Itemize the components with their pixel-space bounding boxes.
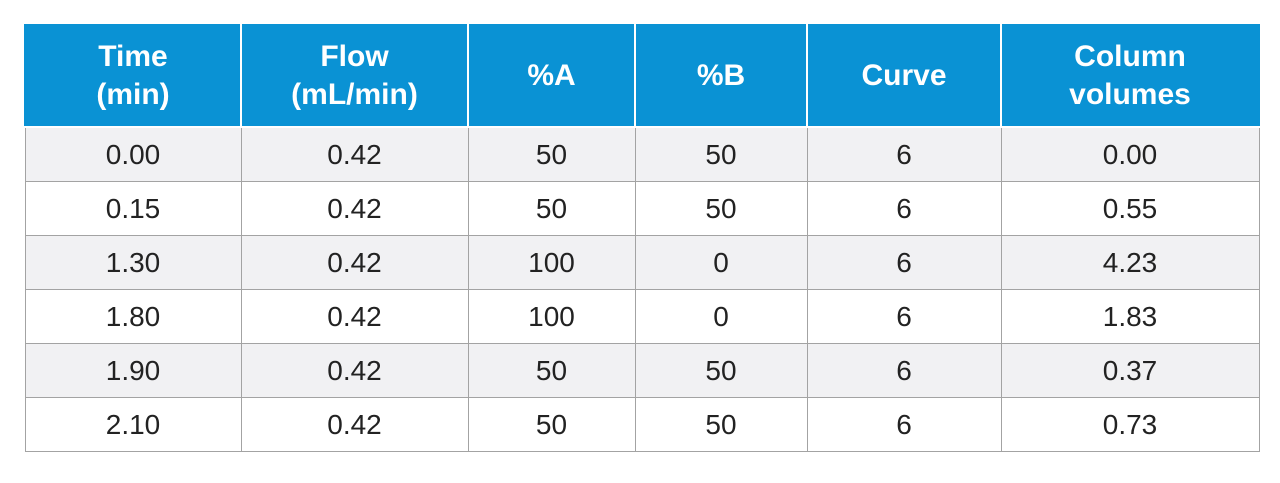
cell-column-volumes: 0.55 bbox=[1000, 181, 1260, 236]
cell-column-volumes: 4.23 bbox=[1000, 235, 1260, 290]
cell-curve: 6 bbox=[806, 289, 1002, 344]
table-row: 1.80 0.42 100 0 6 1.83 bbox=[24, 289, 1260, 344]
header-flow: Flow (mL/min) bbox=[240, 24, 469, 128]
table-header: Time (min) Flow (mL/min) %A %B Curve Col… bbox=[24, 24, 1260, 128]
cell-percent-a: 100 bbox=[467, 235, 636, 290]
cell-flow: 0.42 bbox=[240, 126, 469, 182]
cell-flow: 0.42 bbox=[240, 235, 469, 290]
table-row: 1.90 0.42 50 50 6 0.37 bbox=[24, 343, 1260, 398]
table-row: 0.15 0.42 50 50 6 0.55 bbox=[24, 181, 1260, 236]
cell-percent-b: 50 bbox=[634, 126, 808, 182]
header-curve: Curve bbox=[806, 24, 1002, 128]
cell-column-volumes: 0.73 bbox=[1000, 397, 1260, 452]
cell-time: 1.30 bbox=[24, 235, 242, 290]
cell-percent-b: 50 bbox=[634, 397, 808, 452]
table-row: 1.30 0.42 100 0 6 4.23 bbox=[24, 235, 1260, 290]
cell-time: 1.90 bbox=[24, 343, 242, 398]
cell-flow: 0.42 bbox=[240, 397, 469, 452]
cell-percent-a: 100 bbox=[467, 289, 636, 344]
table-row: 2.10 0.42 50 50 6 0.73 bbox=[24, 397, 1260, 452]
cell-column-volumes: 1.83 bbox=[1000, 289, 1260, 344]
cell-column-volumes: 0.00 bbox=[1000, 126, 1260, 182]
cell-percent-a: 50 bbox=[467, 343, 636, 398]
cell-time: 0.15 bbox=[24, 181, 242, 236]
cell-flow: 0.42 bbox=[240, 181, 469, 236]
cell-percent-b: 0 bbox=[634, 235, 808, 290]
header-percent-a: %A bbox=[467, 24, 636, 128]
cell-curve: 6 bbox=[806, 126, 1002, 182]
cell-percent-a: 50 bbox=[467, 397, 636, 452]
cell-column-volumes: 0.37 bbox=[1000, 343, 1260, 398]
cell-time: 2.10 bbox=[24, 397, 242, 452]
cell-curve: 6 bbox=[806, 397, 1002, 452]
cell-flow: 0.42 bbox=[240, 289, 469, 344]
header-percent-b: %B bbox=[634, 24, 808, 128]
header-time: Time (min) bbox=[24, 24, 242, 128]
cell-percent-b: 50 bbox=[634, 343, 808, 398]
cell-curve: 6 bbox=[806, 235, 1002, 290]
header-column-volumes: Column volumes bbox=[1000, 24, 1260, 128]
cell-percent-a: 50 bbox=[467, 126, 636, 182]
table-row: 0.00 0.42 50 50 6 0.00 bbox=[24, 126, 1260, 182]
header-row: Time (min) Flow (mL/min) %A %B Curve Col… bbox=[24, 24, 1260, 128]
table-body: 0.00 0.42 50 50 6 0.00 0.15 0.42 50 50 6… bbox=[24, 126, 1260, 452]
cell-percent-b: 50 bbox=[634, 181, 808, 236]
cell-percent-a: 50 bbox=[467, 181, 636, 236]
cell-curve: 6 bbox=[806, 181, 1002, 236]
cell-percent-b: 0 bbox=[634, 289, 808, 344]
gradient-table: Time (min) Flow (mL/min) %A %B Curve Col… bbox=[24, 24, 1260, 452]
cell-time: 0.00 bbox=[24, 126, 242, 182]
cell-flow: 0.42 bbox=[240, 343, 469, 398]
cell-time: 1.80 bbox=[24, 289, 242, 344]
gradient-table-container: Time (min) Flow (mL/min) %A %B Curve Col… bbox=[24, 24, 1260, 452]
cell-curve: 6 bbox=[806, 343, 1002, 398]
